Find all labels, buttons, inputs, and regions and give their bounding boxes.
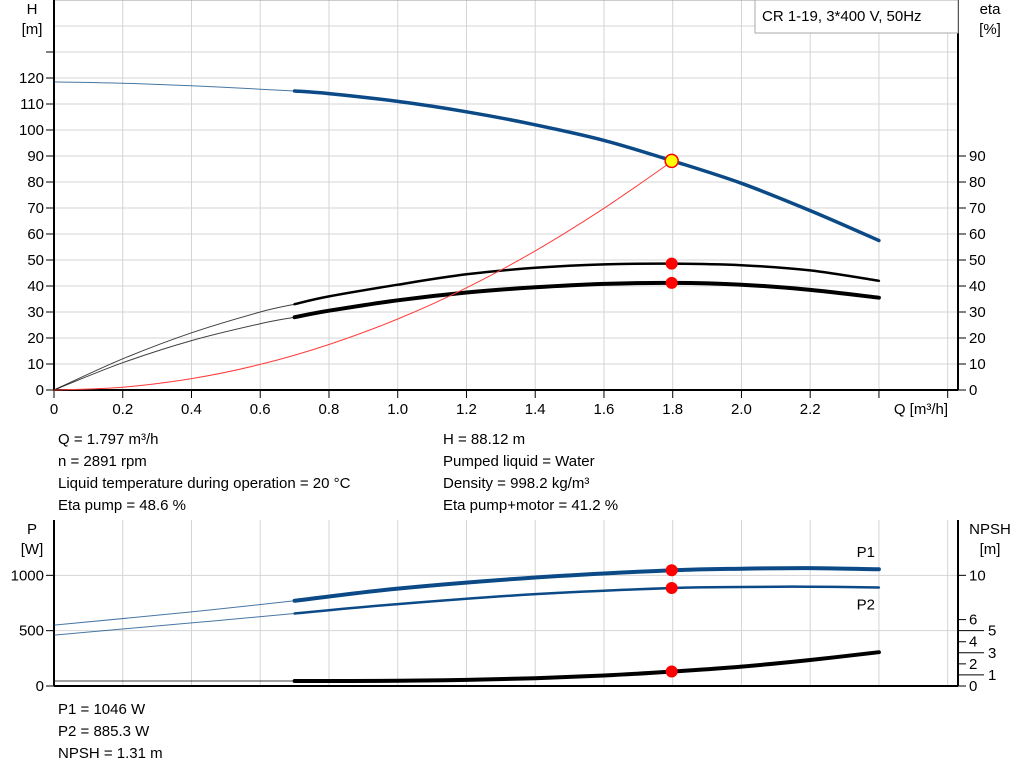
y-tick-label-left: 100 (19, 122, 44, 139)
x-tick-label: 2.2 (800, 401, 821, 418)
y-tick-label-right: 20 (969, 330, 986, 347)
result-flow: Q = 1.797 m³/h (58, 431, 159, 448)
curve-system (53, 160, 673, 391)
curve-P1-extrapolated (53, 600, 295, 626)
result-eta-total: Eta pump+motor = 41.2 % (443, 497, 619, 514)
result-liquid: Pumped liquid = Water (443, 453, 595, 470)
curve-P2 (293, 585, 881, 615)
curve-P2-extrapolated (53, 613, 295, 636)
curve-eta_total (292, 280, 881, 320)
plot-frame (53, 0, 959, 391)
curve-P1 (292, 566, 881, 603)
y-tick-label-left: 10 (27, 356, 44, 373)
y-tick-label-left: 20 (27, 330, 44, 347)
title-box (754, 0, 959, 34)
x-tick-label: 1.2 (456, 401, 477, 418)
y-axis-title-right: NPSH (969, 521, 1011, 538)
curve-eta_total-extrapolated (53, 316, 295, 391)
result-temperature: Liquid temperature during operation = 20… (58, 475, 351, 492)
y-tick-label-right: 70 (969, 200, 986, 217)
curve-eta_pump (293, 262, 881, 306)
x-tick-label: 2.0 (731, 401, 752, 418)
y-tick-label-right: 0 (969, 382, 977, 399)
y-tick-label-right: 4 (969, 634, 977, 651)
x-tick-label: 1.6 (594, 401, 615, 418)
x-tick-label: 0 (50, 401, 58, 418)
y-axis-unit-left: [W] (21, 541, 44, 558)
result-p2: P2 = 885.3 W (58, 723, 150, 740)
result-eta-pump: Eta pump = 48.6 % (58, 497, 186, 514)
y-tick-label-left: 500 (19, 623, 44, 640)
y-tick-label-right: 2 (969, 656, 977, 673)
y-tick-label-right: 1 (988, 667, 996, 684)
duty-point-npsh (665, 665, 678, 678)
y-tick-label-right: 6 (969, 612, 977, 629)
x-tick-label: 1.8 (662, 401, 683, 418)
y-tick-label-left: 80 (27, 174, 44, 191)
result-density: Density = 998.2 kg/m³ (443, 475, 590, 492)
y-tick-label-right: 80 (969, 174, 986, 191)
y-tick-label-left: 0 (36, 382, 44, 399)
curve-H-extrapolated (53, 81, 295, 92)
y-axis-title-right: eta (980, 1, 1002, 18)
y-axis-title-left: P (27, 521, 37, 538)
result-p1: P1 = 1046 W (58, 701, 146, 718)
y-tick-label-left: 0 (36, 678, 44, 695)
y-axis-title-left: H (27, 1, 38, 18)
results-power: P1 = 1046 W P2 = 885.3 W NPSH = 1.31 m (58, 699, 163, 765)
curve-NPSH (292, 650, 881, 684)
duty-point-head (664, 153, 679, 169)
y-tick-label-right: 5 (988, 623, 996, 640)
duty-point-eta-pump (665, 257, 678, 270)
duty-point-p1 (665, 564, 678, 577)
duty-point-p2 (665, 582, 678, 595)
series-label-P1: P1 (857, 544, 875, 561)
x-tick-label: 0.4 (181, 401, 202, 418)
curve-eta_pump-extrapolated (53, 303, 295, 391)
y-tick-label-right: 90 (969, 148, 986, 165)
x-axis-title: Q [m³/h] (894, 401, 948, 418)
y-tick-label-right: 3 (988, 645, 996, 662)
y-tick-label-left: 120 (19, 70, 44, 87)
y-tick-label-left: 110 (20, 96, 44, 113)
y-tick-label-right: 40 (969, 278, 986, 295)
x-tick-label: 0.2 (112, 401, 133, 418)
result-npsh: NPSH = 1.31 m (58, 745, 163, 762)
x-tick-label: 1.4 (525, 401, 546, 418)
y-tick-label-left: 40 (27, 278, 44, 295)
y-tick-label-left: 60 (27, 226, 44, 243)
x-tick-label: 0.8 (319, 401, 340, 418)
results-left: Q = 1.797 m³/h n = 2891 rpm Liquid tempe… (58, 429, 350, 517)
duty-point-eta-total (665, 276, 678, 289)
y-tick-label-right: 10 (969, 567, 986, 584)
results-right: H = 88.12 m Pumped liquid = Water Densit… (443, 429, 618, 517)
y-axis-unit-left: [m] (22, 21, 43, 38)
y-tick-label-right: 30 (969, 304, 986, 321)
y-tick-label-left: 90 (27, 148, 44, 165)
y-tick-label-left: 1000 (11, 567, 44, 584)
y-tick-label-left: 70 (27, 200, 44, 217)
result-head: H = 88.12 m (443, 431, 526, 448)
series-label-P2: P2 (857, 597, 875, 614)
y-tick-label-left: 30 (27, 304, 44, 321)
x-tick-label: 1.0 (387, 401, 408, 418)
x-tick-label: 0.6 (250, 401, 271, 418)
y-tick-label-right: 10 (969, 356, 986, 373)
y-tick-label-right: 60 (969, 226, 986, 243)
y-axis-unit-right: [%] (979, 21, 1001, 38)
y-tick-label-right: 0 (969, 678, 977, 695)
y-axis-unit-right: [m] (980, 541, 1001, 558)
chart-title: CR 1-19, 3*400 V, 50Hz (762, 8, 922, 25)
result-speed: n = 2891 rpm (58, 453, 147, 470)
y-tick-label-right: 50 (969, 252, 986, 269)
curve-H (292, 89, 881, 243)
y-tick-label-left: 50 (27, 252, 44, 269)
